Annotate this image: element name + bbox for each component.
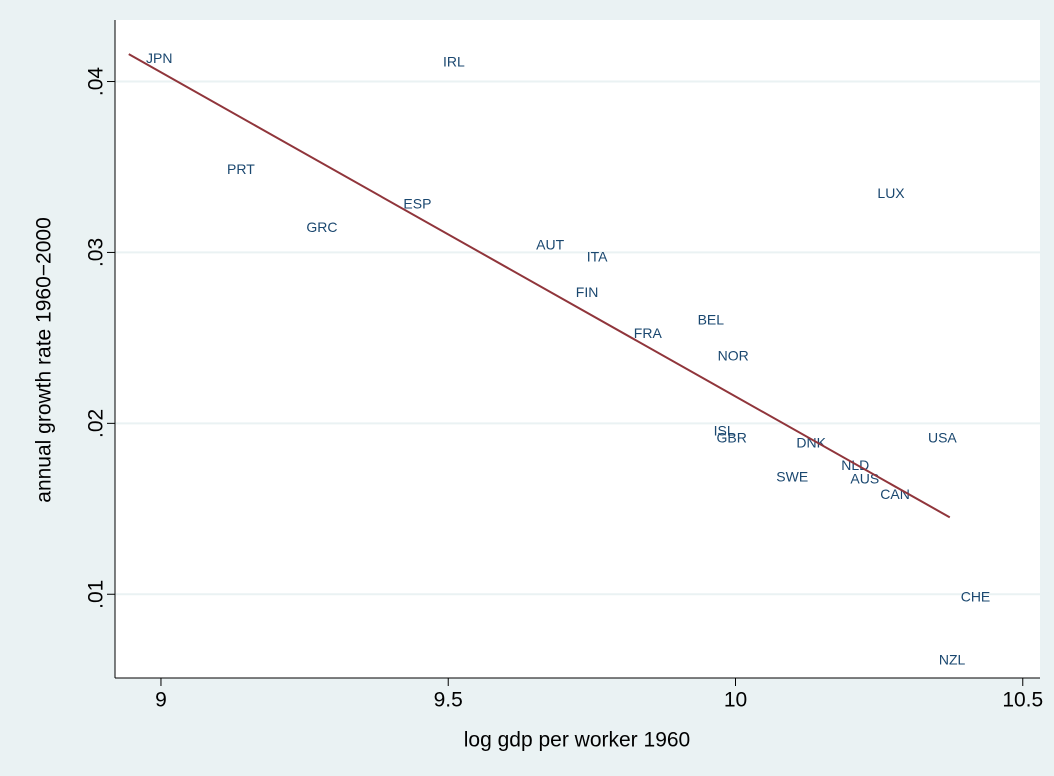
point-label: ITA xyxy=(587,248,608,264)
y-tick-label: .01 xyxy=(85,580,108,609)
y-tick-label: .03 xyxy=(85,238,108,267)
point-label: NOR xyxy=(718,347,749,363)
x-tick-label: 9 xyxy=(155,689,167,712)
point-label: DNK xyxy=(796,435,826,451)
point-label: ISL xyxy=(714,423,735,439)
x-tick-label: 9.5 xyxy=(434,689,463,712)
y-tick-label: .02 xyxy=(85,409,108,438)
point-label: NZL xyxy=(939,652,966,668)
y-axis-title: annual growth rate 1960−2000 xyxy=(33,217,56,502)
point-label: AUT xyxy=(536,236,564,252)
x-tick-label: 10.5 xyxy=(1002,689,1043,712)
point-label: ESP xyxy=(403,195,431,211)
point-label: GBR xyxy=(717,429,747,445)
point-label: FRA xyxy=(634,325,663,341)
point-label: IRL xyxy=(443,53,465,69)
point-label: USA xyxy=(928,429,957,445)
point-label: LUX xyxy=(877,185,905,201)
y-tick-label: .04 xyxy=(85,67,108,97)
point-label: CAN xyxy=(880,486,910,502)
plot-area xyxy=(115,20,1040,678)
point-label: PRT xyxy=(227,161,255,177)
point-label: SWE xyxy=(776,469,808,485)
fit-line xyxy=(128,53,951,519)
point-label: GRC xyxy=(306,219,337,235)
point-label: BEL xyxy=(698,312,725,328)
point-label: AUS xyxy=(850,470,879,486)
x-axis-title: log gdp per worker 1960 xyxy=(464,729,690,752)
point-label: CHE xyxy=(961,588,991,604)
x-tick-label: 10 xyxy=(724,689,747,712)
point-label: JPN xyxy=(146,50,172,66)
point-label: FIN xyxy=(576,284,599,300)
